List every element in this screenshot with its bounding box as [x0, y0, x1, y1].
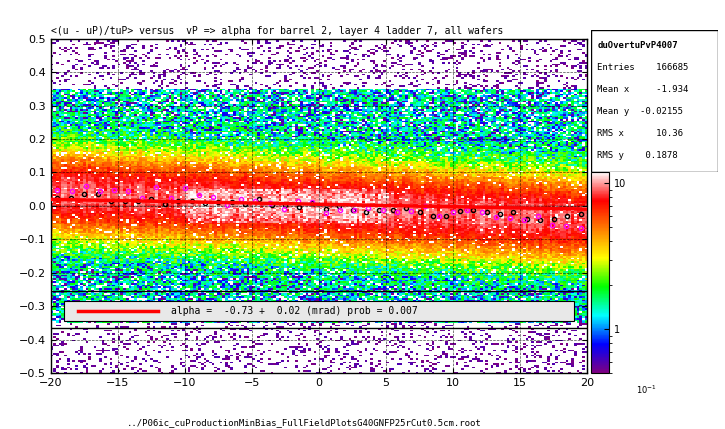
Text: <(u - uP)/tuP> versus  vP => alpha for barrel 2, layer 4 ladder 7, all wafers: <(u - uP)/tuP> versus vP => alpha for ba… [51, 27, 503, 36]
Text: RMS x      10.36: RMS x 10.36 [597, 129, 683, 138]
Text: Mean y  -0.02155: Mean y -0.02155 [597, 107, 683, 116]
Text: Mean x     -1.934: Mean x -1.934 [597, 85, 689, 94]
Bar [64, 301, 574, 321]
Text: alpha =  -0.73 +  0.02 (mrad) prob = 0.007: alpha = -0.73 + 0.02 (mrad) prob = 0.007 [171, 306, 418, 316]
Text: ../P06ic_cuProductionMinBias_FullFieldPlotsG40GNFP25rCut0.5cm.root: ../P06ic_cuProductionMinBias_FullFieldPl… [127, 418, 482, 427]
Text: RMS y    0.1878: RMS y 0.1878 [597, 151, 678, 160]
Text: Entries    166685: Entries 166685 [597, 63, 689, 73]
Text: duOvertuPvP4007: duOvertuPvP4007 [597, 41, 678, 50]
Text: $10^{-1}$: $10^{-1}$ [637, 384, 657, 396]
